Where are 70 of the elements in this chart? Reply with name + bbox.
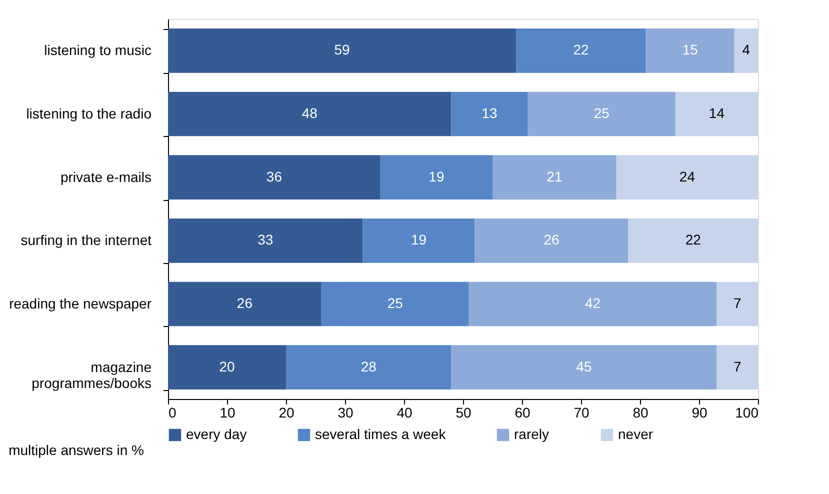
data-label: 48 bbox=[302, 105, 318, 121]
data-label: 13 bbox=[482, 105, 498, 121]
x-tick-label: 60 bbox=[514, 404, 530, 420]
bar bbox=[646, 28, 734, 73]
bar bbox=[675, 92, 758, 136]
bar bbox=[168, 345, 286, 390]
data-label: 26 bbox=[544, 232, 560, 248]
data-label: 15 bbox=[682, 42, 698, 58]
data-label: 45 bbox=[576, 358, 592, 374]
data-label: 33 bbox=[258, 232, 274, 248]
data-label: 7 bbox=[733, 358, 742, 374]
bar bbox=[716, 282, 758, 326]
bar bbox=[628, 218, 758, 263]
y-tick-label: private e-mails bbox=[60, 168, 152, 185]
legend-label: rarely bbox=[514, 426, 550, 442]
y-tick-label: surfing in the internet bbox=[20, 232, 152, 248]
legend-label: several times a week bbox=[315, 426, 447, 442]
data-label: 19 bbox=[428, 168, 444, 184]
text: multiple answers in % bbox=[8, 442, 144, 458]
bar bbox=[616, 155, 758, 200]
x-tick-label: 50 bbox=[456, 404, 472, 420]
data-label: 25 bbox=[594, 105, 610, 121]
bar bbox=[528, 92, 676, 136]
bar bbox=[451, 92, 528, 136]
bar bbox=[451, 345, 717, 390]
bar bbox=[286, 345, 452, 390]
data-label: 22 bbox=[685, 232, 702, 248]
x-tick-label: 30 bbox=[338, 404, 354, 420]
data-label: 19 bbox=[410, 232, 427, 248]
bar bbox=[168, 218, 363, 263]
y-tick-label: magazine programmes/books bbox=[32, 358, 152, 391]
bar bbox=[168, 282, 322, 326]
x-tick-label: 70 bbox=[574, 404, 590, 420]
data-label: 14 bbox=[708, 105, 725, 121]
x-tick-label: 10 bbox=[220, 404, 236, 420]
data-label: 25 bbox=[387, 295, 404, 311]
data-label: 28 bbox=[360, 358, 377, 374]
y-tick-label: listening to music bbox=[44, 42, 152, 58]
x-tick-label: 40 bbox=[396, 404, 412, 420]
bar bbox=[492, 155, 616, 200]
x-tick-label: 80 bbox=[632, 404, 648, 420]
data-label: 59 bbox=[334, 42, 350, 58]
x-tick-label: 90 bbox=[692, 404, 708, 420]
bar bbox=[168, 92, 452, 136]
bar bbox=[468, 282, 717, 326]
bar bbox=[734, 28, 758, 73]
bar bbox=[474, 218, 628, 263]
data-label: 21 bbox=[546, 168, 562, 184]
legend-label: every day bbox=[186, 426, 247, 442]
bar bbox=[362, 218, 475, 263]
data-label: 4 bbox=[742, 42, 750, 58]
bar bbox=[380, 155, 492, 200]
x-tick-label: 0 bbox=[168, 404, 176, 420]
legend-label: never bbox=[618, 426, 654, 442]
bar bbox=[321, 282, 469, 326]
bar bbox=[516, 28, 646, 73]
x-tick-label: 100 bbox=[735, 404, 759, 420]
bar bbox=[168, 155, 380, 200]
bar bbox=[168, 28, 516, 73]
x-tick-label: 20 bbox=[278, 404, 294, 420]
data-label: 26 bbox=[236, 295, 253, 311]
data-label: 42 bbox=[585, 295, 601, 311]
data-label: 24 bbox=[679, 168, 696, 184]
y-tick-label: listening to the radio bbox=[26, 106, 152, 122]
data-label: 36 bbox=[266, 168, 282, 184]
bar bbox=[716, 345, 758, 390]
y-tick-label: reading the newspaper bbox=[9, 296, 152, 312]
data-label: 20 bbox=[219, 358, 235, 374]
data-label: 22 bbox=[573, 42, 589, 58]
data-label: 7 bbox=[733, 295, 742, 311]
